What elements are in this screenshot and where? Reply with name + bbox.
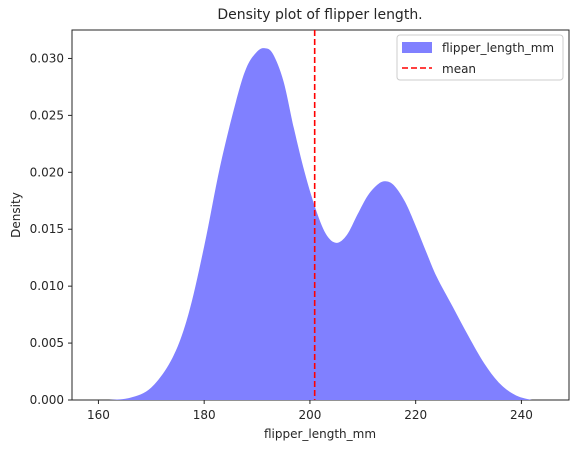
x-tick-label: 240 <box>510 408 533 422</box>
legend: flipper_length_mm mean <box>396 34 564 81</box>
y-axis-ticks: 0.000 0.005 0.010 0.015 0.020 0.025 0.030 <box>30 51 72 407</box>
y-axis-label: Density <box>9 192 23 238</box>
density-area <box>109 48 532 400</box>
y-tick-label: 0.005 <box>30 336 64 350</box>
legend-label-mean: mean <box>442 62 476 76</box>
chart-title: Density plot of flipper length. <box>217 7 422 23</box>
legend-box <box>396 34 564 81</box>
y-tick-label: 0.020 <box>30 165 64 179</box>
y-tick-label: 0.025 <box>30 108 64 122</box>
x-axis-ticks: 160 180 200 220 240 <box>87 400 533 422</box>
legend-swatch-area <box>402 42 432 53</box>
x-axis-label: flipper_length_mm <box>264 427 376 441</box>
x-tick-label: 200 <box>298 408 321 422</box>
x-tick-label: 220 <box>404 408 427 422</box>
x-tick-label: 180 <box>193 408 216 422</box>
legend-label-series: flipper_length_mm <box>442 41 554 55</box>
y-tick-label: 0.030 <box>30 51 64 65</box>
y-tick-label: 0.010 <box>30 279 64 293</box>
y-tick-label: 0.000 <box>30 393 64 407</box>
y-tick-label: 0.015 <box>30 222 64 236</box>
x-tick-label: 160 <box>87 408 110 422</box>
